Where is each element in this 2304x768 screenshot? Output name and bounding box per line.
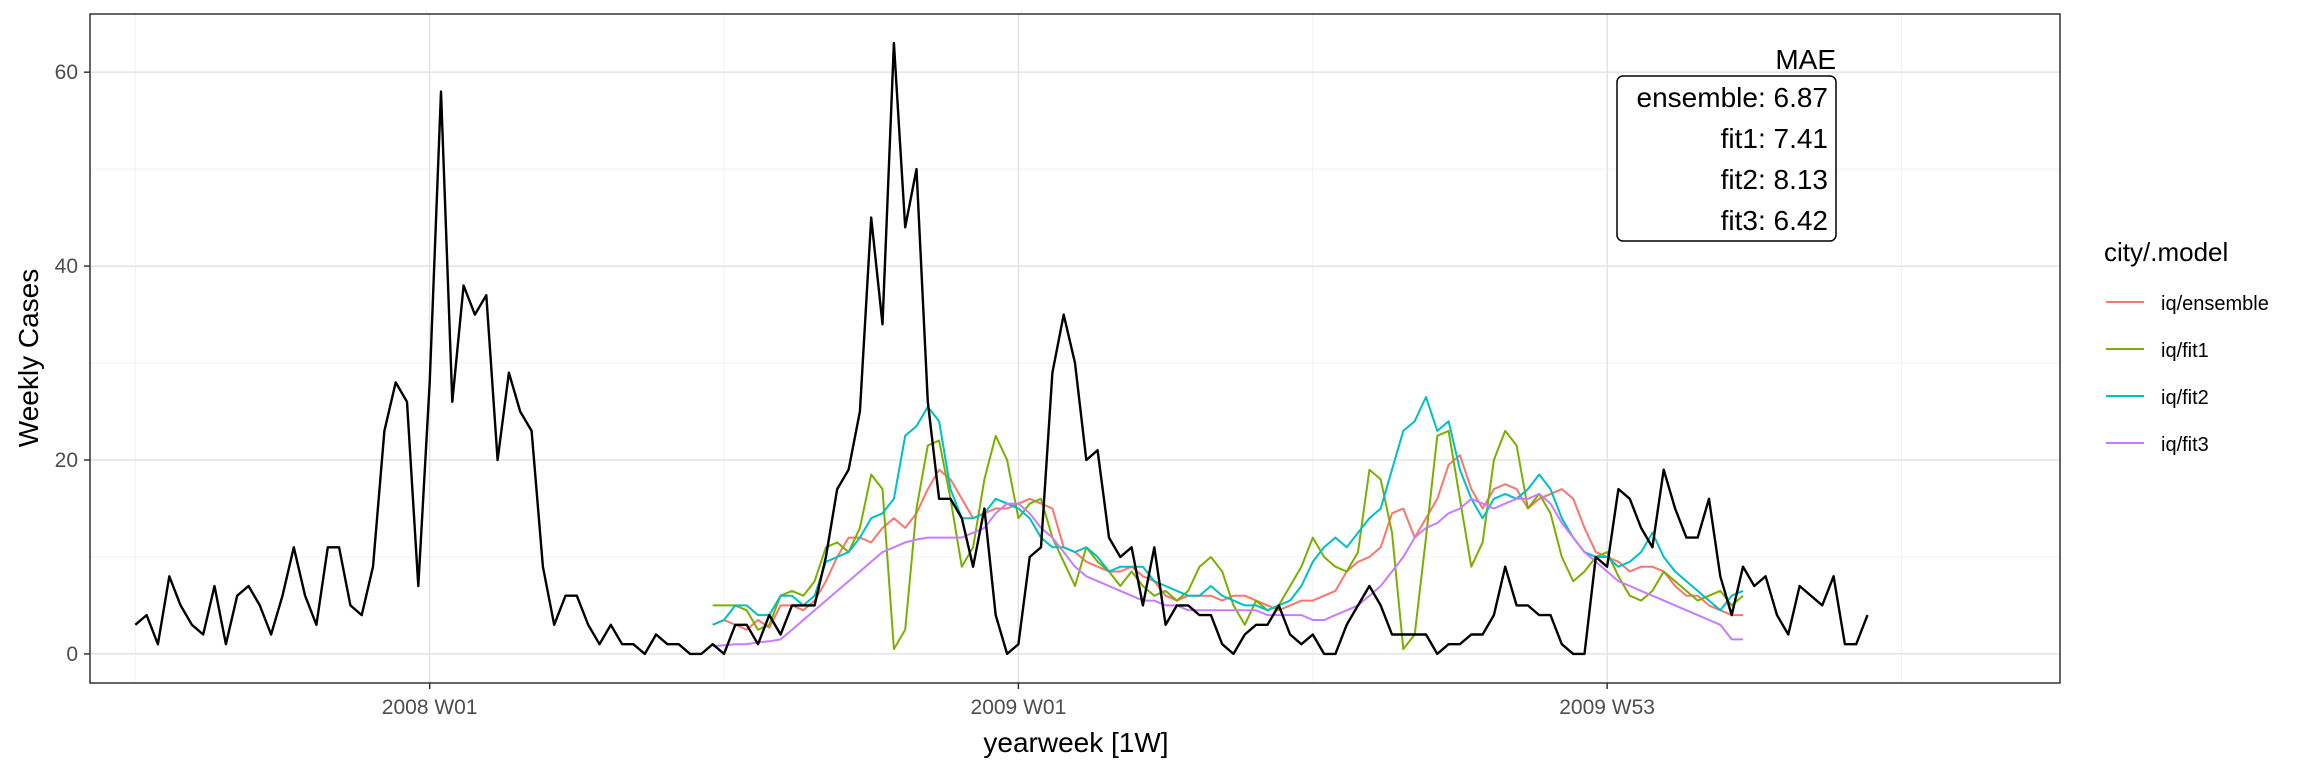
x-axis-title: yearweek [1W] [983,727,1168,758]
series-layer [134,41,1869,656]
legend-item-fit1: iq/fit1 [2106,340,2209,362]
mae-line-fit2: fit2: 8.13 [1721,164,1828,195]
legend: city/.model iq/ensemble iq/fit1 iq/fit2 … [2104,237,2269,456]
legend-label-fit1: iq/fit1 [2161,340,2209,362]
legend-label-ensemble: iq/ensemble [2161,293,2269,315]
y-tick-label: 40 [55,255,78,278]
mae-annotation: MAE ensemble: 6.87 fit1: 7.41 fit2: 8.13… [1616,44,1837,242]
mae-line-fit3: fit3: 6.42 [1721,205,1828,236]
series-line-iq-fit1 [712,429,1744,651]
y-tick-label: 60 [55,61,78,84]
x-tick-label: 2008 W01 [382,696,478,719]
y-tick-label: 0 [66,643,78,666]
y-axis-title: Weekly Cases [13,269,44,447]
legend-item-fit2: iq/fit2 [2106,387,2209,409]
mae-box-border [1616,75,1837,242]
legend-item-ensemble: iq/ensemble [2106,293,2269,315]
x-tick-label: 2009 W01 [971,696,1067,719]
x-tick-label: 2009 W53 [1559,696,1655,719]
mae-line-fit1: fit1: 7.41 [1721,123,1828,154]
legend-title: city/.model [2104,237,2228,267]
series-line-iq-fit3 [712,492,1743,648]
legend-item-fit3: iq/fit3 [2106,434,2209,456]
axes: 0 20 40 60 2008 W01 2009 W01 2009 W53 [55,13,2061,719]
y-tick-label: 20 [55,449,78,472]
legend-label-fit2: iq/fit2 [2161,387,2209,409]
plot-border [89,13,2061,684]
legend-label-fit3: iq/fit3 [2161,434,2209,456]
observed-line [134,41,1869,656]
mae-line-ensemble: ensemble: 6.87 [1637,82,1828,113]
mae-header: MAE [1775,44,1836,75]
